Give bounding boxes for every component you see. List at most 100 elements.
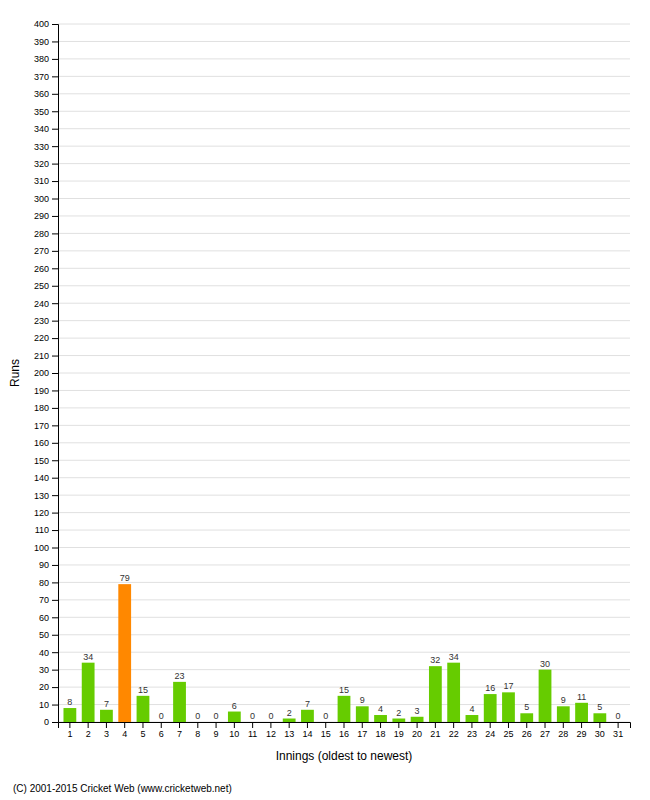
bars — [63, 584, 606, 722]
y-tick-label: 20 — [39, 682, 49, 692]
y-tick-mark — [52, 338, 58, 339]
grid-line — [58, 652, 630, 653]
y-tick-mark — [52, 373, 58, 374]
y-tick: 220 — [34, 333, 58, 343]
y-tick: 370 — [34, 72, 58, 82]
x-tick: 18 — [376, 722, 386, 739]
y-tick-mark — [52, 408, 58, 409]
y-tick-mark — [52, 129, 58, 130]
x-tick-label: 11 — [248, 729, 257, 739]
x-tick: 28 — [558, 722, 568, 739]
grid-line — [58, 512, 630, 513]
x-tick-mark — [398, 722, 399, 728]
y-tick-mark — [52, 268, 58, 269]
y-tick: 130 — [34, 491, 58, 501]
x-tick-mark — [453, 722, 454, 728]
y-tick: 390 — [34, 37, 58, 47]
grid-line — [58, 285, 630, 286]
y-tick-mark — [52, 76, 58, 77]
y-tick-mark — [52, 24, 58, 25]
grid — [58, 24, 630, 722]
y-tick: 190 — [34, 386, 58, 396]
x-tick-mark — [289, 722, 290, 728]
x-axis-line — [59, 723, 631, 729]
y-tick-mark — [52, 303, 58, 304]
data-label: 7 — [104, 699, 109, 709]
y-tick: 300 — [34, 194, 58, 204]
x-tick-mark — [216, 722, 217, 728]
y-tick-label: 350 — [34, 107, 49, 117]
x-tick: 22 — [449, 722, 459, 739]
bar — [484, 694, 497, 722]
x-tick-mark — [106, 722, 107, 728]
y-tick: 350 — [34, 107, 58, 117]
x-tick-label: 31 — [613, 729, 623, 739]
x-tick-label: 21 — [430, 729, 440, 739]
x-tick-mark — [435, 722, 436, 728]
grid-line — [58, 303, 630, 304]
y-tick: 150 — [34, 456, 58, 466]
y-tick-mark — [52, 460, 58, 461]
x-tick-label: 6 — [159, 729, 164, 739]
y-tick: 30 — [39, 665, 58, 675]
x-tick: 17 — [357, 722, 367, 739]
x-tick: 9 — [214, 722, 219, 739]
bar — [246, 722, 259, 723]
grid-line — [58, 495, 630, 496]
x-tick-mark — [471, 722, 472, 728]
data-label: 2 — [396, 708, 401, 718]
bar — [612, 722, 625, 723]
x-tick-label: 22 — [449, 729, 459, 739]
x-axis-title: Innings (oldest to newest) — [276, 749, 413, 763]
data-label: 6 — [232, 701, 237, 711]
data-label: 0 — [195, 711, 200, 721]
grid-line — [58, 530, 630, 531]
bar — [338, 696, 351, 722]
x-tick-label: 4 — [122, 729, 127, 739]
y-tick-mark — [52, 146, 58, 147]
grid-line — [58, 198, 630, 199]
plot: 8347791502300600270159423323441617530911… — [34, 19, 631, 739]
y-tick-mark — [52, 425, 58, 426]
y-tick: 360 — [34, 89, 58, 99]
x-tick: 7 — [177, 722, 182, 739]
grid-line — [58, 111, 630, 112]
data-label: 4 — [469, 704, 474, 714]
y-tick: 110 — [35, 525, 58, 535]
bar — [411, 717, 424, 722]
y-tick-mark — [52, 181, 58, 182]
y-tick-mark — [52, 705, 58, 706]
y-tick: 100 — [34, 543, 58, 553]
x-tick-label: 19 — [394, 729, 404, 739]
data-label: 8 — [67, 697, 72, 707]
y-tick: 180 — [34, 403, 58, 413]
y-tick: 250 — [34, 281, 58, 291]
x-tick-label: 1 — [67, 729, 72, 739]
grid-line — [58, 338, 630, 339]
x-tick-label: 2 — [86, 729, 91, 739]
y-tick-mark — [52, 41, 58, 42]
x-tick-mark — [88, 722, 89, 728]
y-tick: 40 — [39, 648, 58, 658]
y-tick: 50 — [39, 630, 58, 640]
bar — [575, 703, 588, 722]
y-tick-mark — [52, 478, 58, 479]
y-tick-label: 60 — [39, 613, 49, 623]
x-tick-mark — [380, 722, 381, 728]
bar — [520, 713, 533, 722]
y-tick-label: 240 — [34, 299, 49, 309]
y-tick-label: 230 — [34, 316, 49, 326]
x-tick: 2 — [86, 722, 91, 739]
grid-line — [58, 407, 630, 408]
y-tick-mark — [52, 390, 58, 391]
grid-line — [58, 390, 630, 391]
y-tick: 0 — [44, 717, 58, 727]
x-tick-mark — [197, 722, 198, 728]
grid-line — [58, 582, 630, 583]
x-tick-label: 5 — [140, 729, 145, 739]
data-label: 16 — [485, 683, 495, 693]
y-tick: 160 — [34, 438, 58, 448]
y-axis-title: Runs — [8, 359, 22, 387]
grid-line — [58, 425, 630, 426]
y-tick: 320 — [34, 159, 58, 169]
